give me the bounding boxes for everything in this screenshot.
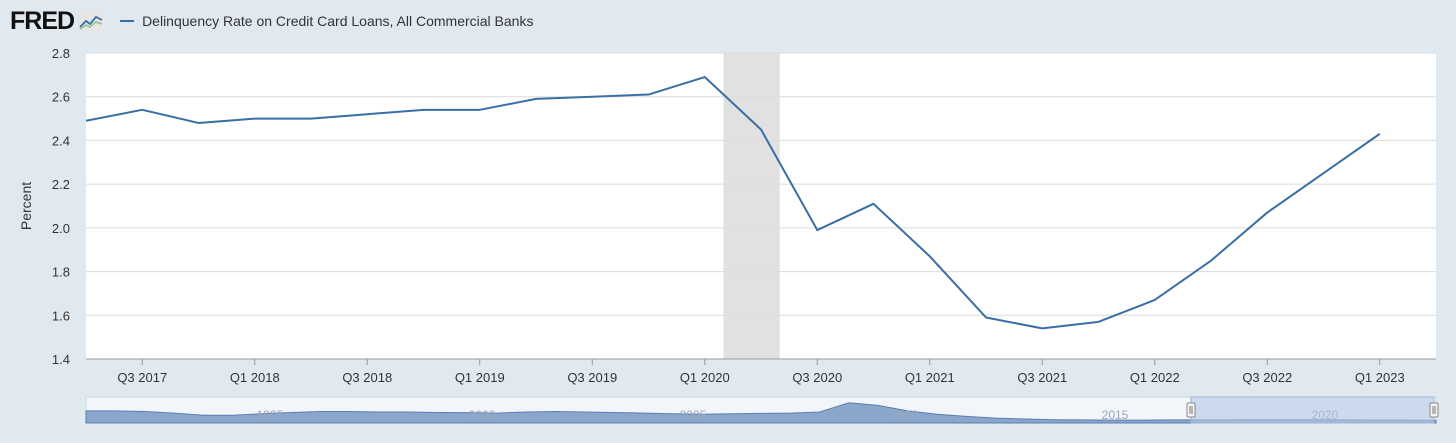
x-tick-label: Q1 2020 [680, 370, 730, 385]
x-tick-label: Q1 2023 [1355, 370, 1405, 385]
sparkline-icon [78, 11, 105, 31]
x-tick-label: Q1 2019 [455, 370, 505, 385]
legend-label: Delinquency Rate on Credit Card Loans, A… [142, 13, 534, 29]
data-point [1209, 259, 1213, 263]
y-tick-label: 2.0 [52, 221, 70, 236]
range-navigator[interactable]: 199520002005201020152020 [85, 396, 1439, 424]
data-point [422, 108, 426, 112]
y-tick-label: 2.6 [52, 90, 70, 105]
data-point [84, 119, 88, 123]
data-point [365, 112, 369, 116]
data-point [703, 75, 707, 79]
data-point [534, 97, 538, 101]
y-tick-label: 2.2 [52, 177, 70, 192]
data-point [1322, 171, 1326, 175]
x-axis-ticks: Q3 2017 Q1 2018 Q3 2018 Q1 2019 Q3 2019 Q1 20… [86, 358, 1436, 385]
x-tick-label: Q3 2020 [792, 370, 842, 385]
data-point [872, 202, 876, 206]
navigator-selection[interactable] [1190, 396, 1435, 424]
data-point [647, 93, 651, 97]
data-point [1378, 132, 1382, 136]
data-point [253, 117, 257, 121]
recession-shading [723, 53, 780, 359]
data-point [1097, 320, 1101, 324]
x-tick-label: Q3 2022 [1242, 370, 1292, 385]
data-point [309, 117, 313, 121]
navigator-year-label: 2015 [1102, 408, 1129, 422]
y-tick-label: 1.6 [52, 308, 70, 323]
x-tick-label: Q3 2017 [117, 370, 167, 385]
navigator-right-handle[interactable] [1429, 402, 1439, 418]
chart-header: FRED Delinquency Rate on Credit Card Loa… [10, 6, 533, 36]
navigator-year-label: 2010 [892, 408, 919, 422]
x-tick-label: Q1 2021 [905, 370, 955, 385]
data-point [478, 108, 482, 112]
legend-swatch [120, 20, 135, 22]
legend[interactable]: Delinquency Rate on Credit Card Loans, A… [120, 13, 533, 29]
fred-logo[interactable]: FRED [10, 6, 75, 35]
x-tick-label: Q1 2018 [230, 370, 280, 385]
y-tick-label: 2.4 [52, 133, 70, 148]
data-point [1040, 326, 1044, 330]
navigator-year-label: 2000 [469, 408, 496, 422]
y-axis-label: Percent [18, 182, 34, 230]
y-tick-label: 1.4 [52, 352, 70, 367]
data-point [197, 121, 201, 125]
x-tick-label: Q1 2022 [1130, 370, 1180, 385]
data-point [984, 315, 988, 319]
data-point [590, 95, 594, 99]
x-tick-label: Q3 2021 [1017, 370, 1067, 385]
data-point [1265, 211, 1269, 215]
data-point [140, 108, 144, 112]
data-point [759, 128, 763, 132]
data-point [815, 228, 819, 232]
series-line[interactable] [85, 76, 1381, 330]
navigator-year-label: 2005 [680, 408, 707, 422]
data-point [928, 254, 932, 258]
x-tick-label: Q3 2018 [342, 370, 392, 385]
y-tick-label: 2.8 [52, 46, 70, 61]
navigator-year-label: 1995 [257, 408, 284, 422]
navigator-left-handle[interactable] [1186, 402, 1196, 418]
x-tick-label: Q3 2019 [567, 370, 617, 385]
y-tick-label: 1.8 [52, 265, 70, 280]
y-axis-ticks: 1.4 1.6 1.8 2.0 2.2 2.4 2.6 2.8 [52, 46, 70, 367]
data-point [1153, 298, 1157, 302]
